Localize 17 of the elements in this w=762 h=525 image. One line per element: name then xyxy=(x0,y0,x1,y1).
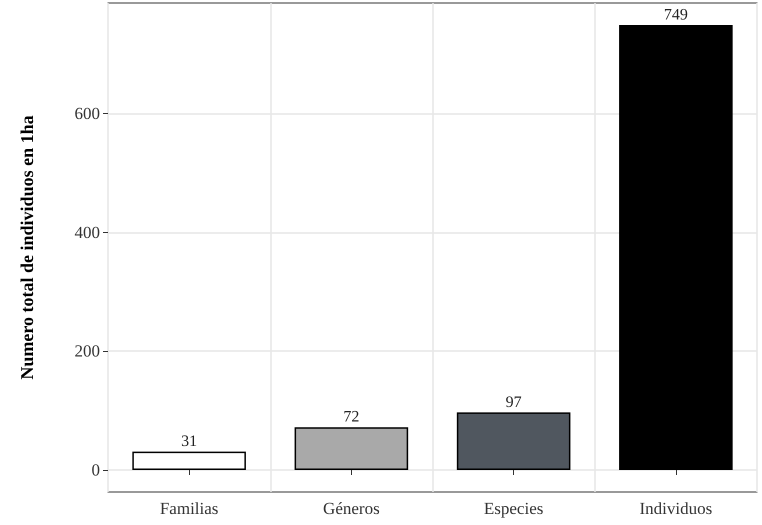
data-label: 72 xyxy=(343,408,360,426)
x-tick-label: Especies xyxy=(484,499,544,518)
bar xyxy=(456,412,570,470)
y-tick-label: 400 xyxy=(74,222,100,242)
y-tick-label: 0 xyxy=(92,460,100,480)
x-tick-label: Familias xyxy=(160,499,218,518)
y-axis-title: Numero total de individuos en 1ha xyxy=(17,115,37,380)
x-tick-label: Individuos xyxy=(640,499,712,518)
y-tick-label: 600 xyxy=(74,104,100,124)
data-label: 31 xyxy=(181,433,198,450)
bar xyxy=(132,452,246,470)
data-label: 97 xyxy=(506,394,522,411)
data-label: 749 xyxy=(664,6,688,24)
bar xyxy=(294,427,408,470)
y-tick-label: 200 xyxy=(74,342,100,361)
x-tick-label: Géneros xyxy=(323,499,380,518)
bar xyxy=(619,24,733,470)
